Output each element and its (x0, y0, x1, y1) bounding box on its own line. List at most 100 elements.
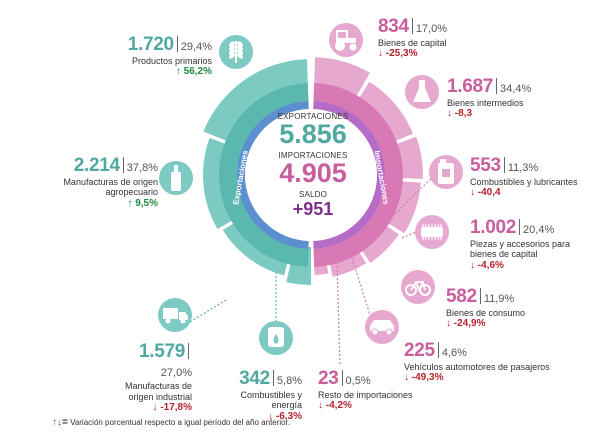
import-item-intermediate: 1.687 34,4% Bienes intermedios ↓ -8,3 (447, 76, 557, 120)
flask-icon (405, 75, 439, 109)
export-name: Productos primarios (131, 55, 212, 66)
tractor-body (336, 38, 356, 43)
import-wedge (349, 81, 413, 149)
chip-pin (434, 237, 436, 240)
balance-value: +951 (292, 199, 334, 219)
bottle-icon (159, 161, 193, 195)
export-value: 342 (239, 368, 270, 389)
wheat-grain (228, 41, 236, 47)
export-name: Manufacturas de origen agropecuario (63, 176, 158, 198)
export-share: 29,4% (180, 41, 212, 53)
wheat-grain (236, 53, 244, 59)
export-item-primary: 1.720 29,4% Productos primarios ↑ 56,2% (122, 34, 212, 78)
truck-wheel (180, 318, 186, 324)
import-name: Piezas y accesorios para bienes de capit… (470, 238, 571, 260)
exports-label: EXPORTACIONES (277, 112, 349, 121)
imports-band (313, 83, 404, 267)
tractor-wheel (335, 41, 345, 51)
tractor-icon (329, 23, 363, 57)
chip-pin (440, 224, 442, 227)
export-change: -17,8% (160, 401, 192, 413)
dotted-connector (336, 261, 341, 367)
chip-pin (425, 224, 427, 227)
chip-pin (428, 237, 430, 240)
chip-icon (415, 215, 449, 249)
truck-wheel (165, 318, 171, 324)
import-item-fuels: 553 11,3% Combustibles y lubricantes ↓ -4… (470, 155, 590, 199)
truck-icon (158, 298, 192, 332)
export-change: -6,3% (275, 410, 302, 422)
export-name: Combustibles y energía (240, 389, 302, 411)
dotted-connector (189, 299, 227, 323)
down-arrow-icon: ↓ (378, 48, 383, 60)
down-arrow-icon: ↓ (268, 410, 274, 422)
down-arrow-icon: ↓ (470, 187, 475, 199)
import-value: 553 (470, 155, 501, 176)
can-spout (440, 159, 446, 163)
car-wheel (385, 328, 393, 336)
import-value: 23 (318, 368, 339, 389)
wheat-grain (236, 41, 244, 47)
chip-pin (437, 237, 439, 240)
export-name: Manufacturas de origen industrial (124, 381, 192, 402)
import-change: -4,6% (477, 259, 504, 271)
export-share: 27,0% (160, 366, 192, 379)
bottle-body (171, 172, 181, 191)
inner-imports-arc (313, 101, 386, 249)
exports-value: 5.856 (279, 119, 347, 149)
wheat-grain (228, 45, 236, 51)
import-item-capital: 834 17,0% Bienes de capital ↓ -25,3% (378, 16, 488, 60)
down-arrow-icon: ↓ (470, 259, 475, 271)
export-value: 1.579 (138, 341, 185, 362)
import-item-consumer: 582 11,9% Bienes de consumo ↓ -24,9% (446, 286, 556, 330)
export-value: 1.720 (127, 34, 174, 55)
down-arrow-icon: ↓ (404, 372, 409, 384)
up-down-arrows-icon: ↑↓= (52, 417, 68, 428)
dotted-connector (401, 231, 417, 239)
export-change: 56,2% (183, 66, 212, 78)
legend: ↑↓= Variación porcentual respecto a igua… (52, 417, 290, 428)
import-name: Bienes de consumo (446, 307, 526, 318)
chip-pin (431, 224, 433, 227)
ring (202, 57, 423, 285)
imports-value: 4.905 (279, 158, 347, 188)
chip-pin (428, 224, 430, 227)
bike-frame (410, 281, 426, 293)
imports-label: IMPORTACIONES (278, 151, 348, 160)
import-name: Vehículos automotores de pasajeros (404, 361, 550, 372)
import-name: Combustibles y lubricantes (470, 176, 578, 187)
import-share: 20,4% (523, 224, 555, 236)
export-share: 37,8% (126, 162, 158, 174)
flask-body (413, 80, 431, 102)
bike-icon (401, 270, 435, 304)
export-share: 5,8% (276, 375, 302, 387)
connector-lines (189, 171, 439, 367)
import-share: 4,6% (441, 347, 467, 359)
import-change: -8,3 (454, 108, 473, 120)
wheat-grain (236, 45, 244, 51)
import-value: 582 (446, 286, 477, 307)
import-item-parts: 1.002 20,4% Piezas y accesorios para bien… (470, 217, 582, 271)
import-item-other: 23 0,5% Resto de importaciones ↓ -4,2% (318, 368, 418, 412)
center-disc (245, 109, 377, 241)
up-arrow-icon: ↑ (175, 66, 181, 78)
chip-pin (437, 224, 439, 227)
import-item-vehicles: 225 4,6% Vehículos automotores de pasajer… (404, 340, 554, 384)
up-arrow-icon: ↑ (127, 197, 133, 209)
import-share: 11,3% (507, 162, 539, 174)
wheat-grain (236, 49, 244, 55)
can-icon (429, 155, 463, 189)
center-summary: EXPORTACIONES 5.856 IMPORTACIONES 4.905 … (238, 112, 388, 220)
wheat-grain (228, 49, 236, 55)
import-share: 34,4% (500, 83, 532, 95)
car-wheel (371, 328, 379, 336)
import-value: 1.687 (447, 76, 494, 97)
import-name: Bienes de capital (378, 37, 447, 48)
export-value: 2.214 (73, 155, 120, 176)
import-name: Resto de importaciones (318, 389, 413, 400)
chip-body (421, 227, 443, 237)
chip-pin (422, 224, 424, 227)
exports-band (218, 83, 309, 267)
import-share: 11,9% (483, 293, 515, 305)
bike-wheel (405, 284, 417, 296)
